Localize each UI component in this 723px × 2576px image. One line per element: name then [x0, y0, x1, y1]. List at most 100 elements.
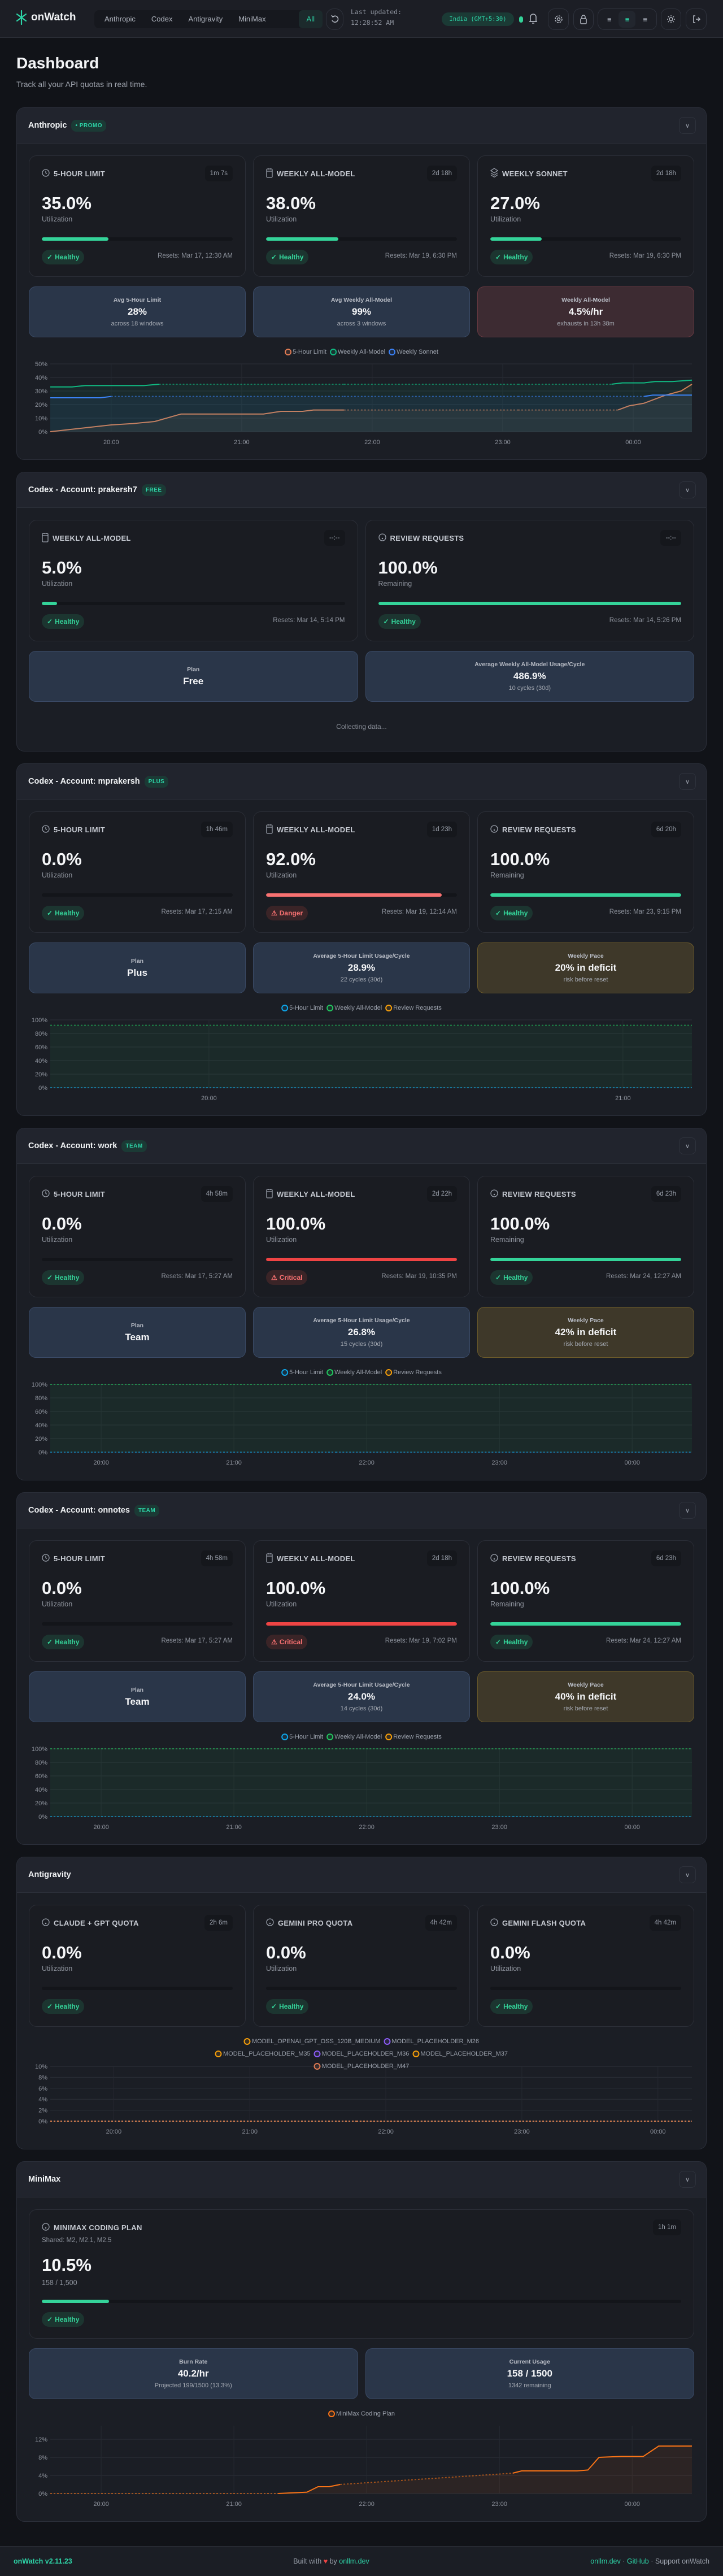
legend-item-model-placeholder-m37[interactable]: MODEL_PLACEHOLDER_M37 [412, 2048, 508, 2060]
status-badge: ✓ Healthy [42, 1270, 85, 1285]
legend-item-weekly-all-model[interactable]: Weekly All-Model [326, 1731, 382, 1743]
chart-series-line-5-hour-limit[interactable] [50, 409, 344, 432]
footer-link-github[interactable]: GitHub [626, 2557, 649, 2565]
collapse-chevron-icon[interactable]: ∨ [679, 2171, 696, 2188]
quota-progress-fill [266, 1622, 457, 1626]
section-header[interactable]: MiniMax ∨ [17, 2162, 706, 2197]
legend-item-5-hour-limit[interactable]: 5-Hour Limit [281, 1367, 323, 1378]
chart-y-tick-label: 6% [38, 2086, 47, 2092]
density-comfortable-icon[interactable]: ≡ [643, 15, 647, 24]
section-header[interactable]: Codex - Account: prakersh7 FREE ∨ [17, 472, 706, 508]
tab-minimax[interactable]: MiniMax [238, 15, 266, 23]
reset-countdown: 4h 58m [201, 1550, 233, 1566]
legend-item-review-requests[interactable]: Review Requests [385, 1002, 442, 1014]
legend-item-minimax-coding-plan[interactable]: MiniMax Coding Plan [328, 2408, 395, 2419]
legend-item-weekly-all-model[interactable]: Weekly All-Model [329, 346, 385, 358]
logout-button[interactable] [686, 8, 707, 30]
lock-button[interactable] [573, 8, 594, 30]
chart-x-tick-label: 23:00 [514, 2128, 530, 2135]
legend-item-weekly-all-model[interactable]: Weekly All-Model [326, 1002, 382, 1014]
refresh-button[interactable] [326, 8, 343, 30]
legend-item-model-openai-gpt-oss-120b-medium[interactable]: MODEL_OPENAI_GPT_OSS_120B_MEDIUM [243, 2036, 380, 2047]
provider-tabs: Anthropic Codex Antigravity MiniMax All [94, 10, 323, 28]
legend-swatch [412, 2051, 420, 2057]
chart-y-tick-label: 20% [35, 402, 47, 409]
legend-swatch [326, 1005, 334, 1011]
chart-series-line-weekly-all-model[interactable] [611, 379, 692, 385]
collapse-chevron-icon[interactable]: ∨ [679, 481, 696, 498]
legend-swatch [326, 1734, 334, 1740]
legend-item-weekly-sonnet[interactable]: Weekly Sonnet [389, 346, 438, 358]
status-healthy-icon: ✓ [47, 253, 53, 261]
legend-label: MODEL_PLACEHOLDER_M26 [391, 2038, 480, 2045]
chart-series-line-weekly-all-model[interactable] [50, 384, 159, 388]
legend-swatch [215, 2051, 222, 2057]
chart-series-line-weekly-sonnet[interactable] [50, 396, 111, 398]
legend-item-weekly-all-model[interactable]: Weekly All-Model [326, 1367, 382, 1378]
collapse-chevron-icon[interactable]: ∨ [679, 117, 696, 134]
legend-item-model-placeholder-m26[interactable]: MODEL_PLACEHOLDER_M26 [384, 2036, 479, 2047]
chart-series-line-5-hour-limit[interactable] [617, 384, 692, 411]
legend-swatch [326, 1369, 334, 1376]
status-healthy-icon: ✓ [495, 2002, 502, 2010]
collapse-chevron-icon[interactable]: ∨ [679, 1137, 696, 1154]
legend-item-review-requests[interactable]: Review Requests [385, 1731, 442, 1743]
status-text: Healthy [279, 253, 304, 261]
timezone-badge[interactable]: India (GMT+5:30) [442, 12, 514, 26]
density-compact-icon[interactable]: ≡ [607, 15, 612, 24]
density-default-icon[interactable]: ≡ [619, 11, 636, 28]
legend-item-review-requests[interactable]: Review Requests [385, 1367, 442, 1378]
asterisk-logo-icon [16, 10, 27, 25]
legend-item-model-placeholder-m47[interactable]: MODEL_PLACEHOLDER_M47 [313, 2061, 409, 2072]
plan-badge: • PROMO [71, 119, 107, 132]
live-status-dot [519, 16, 523, 23]
notifications-bell-icon[interactable] [529, 11, 538, 29]
legend-swatch [385, 1369, 393, 1376]
chart-series-line-weekly-sonnet[interactable] [644, 394, 692, 397]
quota-progress-fill [378, 602, 681, 605]
legend-item-5-hour-limit[interactable]: 5-Hour Limit [285, 346, 326, 358]
last-updated: Last updated: 12:28:52 AM [351, 7, 402, 28]
collapse-chevron-icon[interactable]: ∨ [679, 1866, 696, 1883]
quota-value: 92.0% [266, 849, 316, 869]
status-healthy-icon: ✓ [47, 2002, 53, 2010]
chart-y-tick-label: 40% [35, 1787, 47, 1793]
quota-value: 0.0% [42, 849, 82, 869]
quota-card-5-hour-limit: 5-HOUR LIMIT 1h 46m 0.0% Utilization ✓ He… [29, 811, 246, 933]
tab-antigravity[interactable]: Antigravity [188, 15, 223, 23]
section-header[interactable]: Codex - Account: work TEAM ∨ [17, 1128, 706, 1164]
quota-value: 5.0% [42, 558, 82, 577]
quota-card-title: 5-HOUR LIMIT [42, 1552, 105, 1565]
legend-item-5-hour-limit[interactable]: 5-Hour Limit [281, 1731, 323, 1743]
quota-progress-bar [490, 1622, 681, 1626]
footer-link-onllm[interactable]: onllm.dev [590, 2557, 621, 2565]
section-header[interactable]: Codex - Account: mprakersh PLUS ∨ [17, 764, 706, 800]
reset-countdown: 4h 42m [425, 1915, 457, 1931]
legend-item-model-placeholder-m36[interactable]: MODEL_PLACEHOLDER_M36 [313, 2048, 409, 2060]
chart-series-line-minimax-coding-plan[interactable] [278, 2484, 341, 2494]
tab-codex[interactable]: Codex [151, 15, 173, 23]
section-header[interactable]: Codex - Account: onnotes TEAM ∨ [17, 1493, 706, 1528]
collapse-chevron-icon[interactable]: ∨ [679, 773, 696, 790]
summary-stats: Burn Rate 40.2/hr Projected 199/1500 (13… [29, 2348, 694, 2399]
quota-cards: 5-HOUR LIMIT 1h 46m 0.0% Utilization ✓ He… [29, 811, 694, 933]
author-link[interactable]: onllm.dev [339, 2557, 369, 2565]
circle-icon [266, 1918, 274, 1928]
section-header[interactable]: Antigravity ∨ [17, 1857, 706, 1893]
chart-series-line-minimax-coding-plan[interactable] [512, 2445, 692, 2474]
app-logo[interactable]: onWatch [16, 10, 76, 25]
chart-legend: 5-Hour Limit Weekly All-Model Review Reque… [281, 1731, 442, 1743]
tab-all[interactable]: All [298, 10, 323, 28]
footer-link-support[interactable]: Support onWatch [655, 2557, 709, 2565]
settings-button[interactable] [548, 8, 569, 30]
reset-countdown: 2h 6m [204, 1915, 233, 1931]
summary-weekly-all-model: Weekly All-Model 4.5%/hr exhausts in 13h… [477, 286, 694, 337]
theme-toggle-button[interactable] [661, 8, 681, 30]
legend-item-5-hour-limit[interactable]: 5-Hour Limit [281, 1002, 323, 1014]
summary-sub: 1342 remaining [508, 2382, 551, 2389]
section-header[interactable]: Anthropic • PROMO ∨ [17, 108, 706, 144]
legend-item-model-placeholder-m35[interactable]: MODEL_PLACEHOLDER_M35 [215, 2048, 311, 2060]
chart-legend: MiniMax Coding Plan [328, 2408, 395, 2419]
collapse-chevron-icon[interactable]: ∨ [679, 1502, 696, 1519]
tab-anthropic[interactable]: Anthropic [104, 15, 136, 23]
